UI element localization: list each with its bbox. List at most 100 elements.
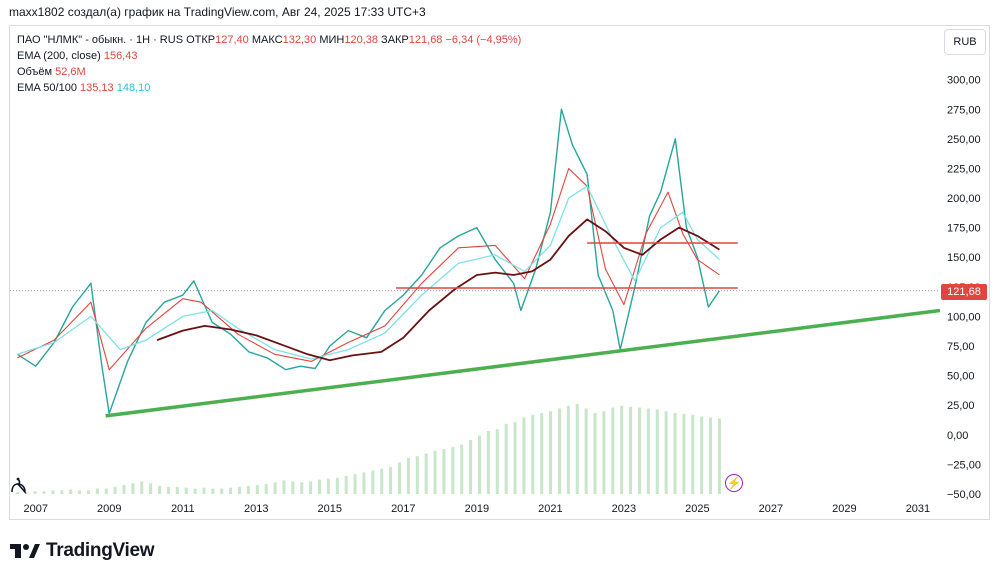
- volume-bar: [211, 488, 215, 494]
- x-tick-label: 2015: [318, 503, 342, 515]
- volume-bar: [584, 408, 588, 494]
- volume-bar: [175, 486, 179, 494]
- legend-close-label: ЗАКР: [381, 34, 409, 46]
- y-tick-label: −25,00: [947, 459, 981, 471]
- volume-bar: [229, 487, 233, 494]
- volume-bar: [122, 485, 126, 494]
- tradingview-logo-icon: [10, 544, 40, 558]
- x-tick-label: 2019: [465, 503, 489, 515]
- x-tick-label: 2009: [97, 503, 121, 515]
- legend-close-value: 121,68: [408, 34, 443, 46]
- series-ema-50-line: [17, 167, 720, 371]
- chart-frame[interactable]: [9, 25, 990, 520]
- volume-bar: [158, 485, 162, 494]
- volume-bar: [344, 476, 348, 494]
- y-tick-label: 50,00: [947, 371, 975, 383]
- volume-bar: [24, 492, 28, 494]
- volume-bar: [406, 458, 410, 494]
- y-tick-label: 175,00: [947, 223, 981, 235]
- volume-bar: [682, 413, 686, 494]
- series---line: [17, 108, 720, 415]
- y-tick-label: −50,00: [947, 489, 981, 501]
- replay-icon[interactable]: ⚡: [725, 474, 743, 492]
- volume-bar: [513, 422, 517, 494]
- x-tick-label: 2023: [612, 503, 636, 515]
- x-axis: 2007 2009 2011 2013 2015 2017 2019 2021 2023 2025…: [23, 503, 930, 515]
- volume-bar: [335, 477, 339, 494]
- legend-row-ohlc: ПАО "НЛМК" - обыкн. · 1Н · RUS ОТКР127,4…: [17, 32, 521, 48]
- legend-ema50100-label: EMA 50/100: [17, 82, 77, 94]
- tv-watermark-icon: [11, 477, 26, 495]
- volume-bar: [549, 411, 553, 494]
- volume-bar: [255, 485, 259, 494]
- volume-bar: [566, 405, 570, 494]
- volume-bar: [593, 413, 597, 494]
- volume-bar: [291, 481, 295, 494]
- volume-bar: [51, 490, 55, 494]
- legend-ema50-value: 135,13: [80, 82, 114, 94]
- legend-volume-label: Объём: [17, 66, 53, 78]
- currency-button[interactable]: RUB: [944, 29, 986, 55]
- series-ema-200-close--line: [156, 218, 720, 362]
- y-tick-label: 0,00: [947, 430, 968, 442]
- tradingview-logo-text: TradingView: [46, 540, 155, 561]
- volume-bar: [655, 409, 659, 494]
- volume-bar: [522, 417, 526, 494]
- legend-high-label: МАКС: [251, 34, 283, 46]
- volume-bar: [193, 488, 197, 494]
- x-tick-label: 2027: [759, 503, 783, 515]
- volume-bar: [184, 487, 188, 494]
- volume-bar: [611, 407, 615, 494]
- y-tick-label: 75,00: [947, 341, 975, 353]
- x-tick-label: 2029: [832, 503, 856, 515]
- volume-bar: [389, 467, 393, 494]
- chart-legend: ПАО "НЛМК" - обыкн. · 1Н · RUS ОТКР127,4…: [17, 32, 521, 96]
- volume-bar: [424, 453, 428, 494]
- volume-bar: [540, 413, 544, 494]
- volume-bar: [202, 487, 206, 494]
- y-tick-label: 225,00: [947, 163, 981, 175]
- legend-ema200-value: 156,43: [103, 50, 138, 62]
- series-trendline-line: [105, 308, 941, 418]
- volume-bar: [318, 479, 322, 494]
- legend-ema200-label: EMA (200, close): [17, 50, 101, 62]
- volume-bar: [415, 456, 419, 494]
- y-tick-label: 275,00: [947, 104, 981, 116]
- volume-bar: [620, 405, 624, 494]
- volume-bar: [380, 468, 384, 494]
- volume-bar: [60, 490, 64, 494]
- volume-bar: [104, 488, 108, 494]
- legend-open-value: 127,40: [215, 34, 249, 46]
- y-tick-label: 200,00: [947, 193, 981, 205]
- volume-bars: [15, 404, 721, 494]
- y-tick-label: 25,00: [947, 400, 975, 412]
- x-tick-label: 2031: [906, 503, 930, 515]
- legend-row-ema50100: EMA 50/100 135,13 148,10: [17, 80, 521, 96]
- volume-bar: [113, 486, 117, 494]
- volume-bar: [451, 447, 455, 494]
- legend-low-value: 120,38: [344, 34, 378, 46]
- series-ema-100-line: [17, 185, 720, 360]
- volume-bar: [477, 435, 481, 494]
- volume-bar: [353, 474, 357, 494]
- volume-bar: [42, 491, 46, 494]
- volume-bar: [69, 489, 73, 494]
- volume-bar: [717, 418, 721, 494]
- volume-bar: [575, 404, 579, 494]
- volume-bar: [504, 423, 508, 494]
- y-tick-label: 250,00: [947, 134, 981, 146]
- legend-symbol: ПАО "НЛМК" - обыкн. · 1Н · RUS: [17, 34, 184, 46]
- volume-bar: [691, 414, 695, 494]
- volume-bar: [238, 486, 242, 494]
- volume-bar: [166, 486, 170, 494]
- volume-bar: [557, 408, 561, 494]
- x-tick-label: 2013: [244, 503, 268, 515]
- x-tick-label: 2007: [23, 503, 47, 515]
- volume-bar: [371, 470, 375, 494]
- tradingview-logo[interactable]: TradingView: [10, 540, 155, 562]
- volume-bar: [433, 450, 437, 494]
- volume-bar: [78, 490, 82, 494]
- x-tick-label: 2021: [538, 503, 562, 515]
- volume-bar: [131, 483, 135, 494]
